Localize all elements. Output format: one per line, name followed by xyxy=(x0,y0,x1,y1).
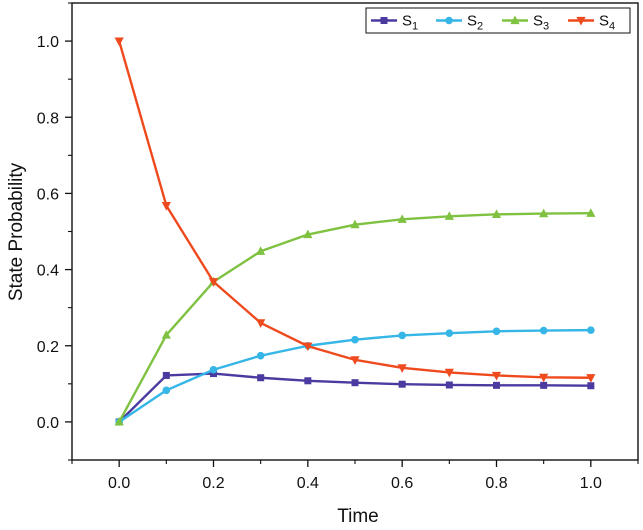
data-point-s3 xyxy=(114,416,124,426)
data-point-s2 xyxy=(492,327,501,336)
data-point-s1 xyxy=(304,377,312,385)
data-point-s3 xyxy=(491,209,502,218)
legend-label: S2 xyxy=(467,13,483,33)
plot-frame xyxy=(71,2,639,461)
legend: S1 S2 S3 S4 xyxy=(365,7,631,34)
data-point-s4 xyxy=(491,371,502,381)
data-point-s4 xyxy=(586,374,596,383)
series-s4 xyxy=(114,37,596,383)
legend-label-base: S xyxy=(599,13,609,30)
legend-entry-s2: S2 xyxy=(436,13,483,33)
data-point-s2 xyxy=(162,386,171,395)
data-point-s1 xyxy=(162,371,170,379)
data-point-s3 xyxy=(256,246,266,255)
axis-ticks: 0.0 0.2 0.4 0.6 0.8 1.0 0.0 0.2 0.4 0.6 0.8 1.0 xyxy=(37,2,639,492)
legend-label: S4 xyxy=(599,13,615,33)
legend-marker xyxy=(445,16,453,25)
data-point-s1 xyxy=(445,381,453,389)
data-point-s4 xyxy=(303,342,313,352)
data-point-s4 xyxy=(256,319,266,328)
y-tick-label: 1.0 xyxy=(37,34,59,51)
data-point-s4 xyxy=(114,37,124,47)
data-point-s4 xyxy=(444,368,454,378)
data-point-s2 xyxy=(539,326,548,335)
legend-entry-s3: S3 xyxy=(502,13,549,33)
data-point-s4 xyxy=(350,356,360,365)
legend-marker xyxy=(380,17,388,24)
data-point-s2 xyxy=(351,335,359,344)
data-point-s1 xyxy=(257,374,265,382)
series-s2 xyxy=(115,326,595,426)
y-axis-title: State Probability xyxy=(6,162,27,301)
data-point-s3 xyxy=(397,214,407,223)
y-tick-label: 0.0 xyxy=(37,415,59,432)
legend-label-base: S xyxy=(467,13,477,30)
series-s3 xyxy=(114,208,596,426)
x-tick-label: 0.0 xyxy=(108,475,130,492)
legend-label-subscript: 2 xyxy=(477,21,483,33)
data-point-s2 xyxy=(587,326,595,334)
data-point-s1 xyxy=(493,381,500,389)
data-point-s4 xyxy=(161,202,171,211)
data-point-s3 xyxy=(303,229,313,239)
data-point-s4 xyxy=(397,364,407,373)
data-point-s2 xyxy=(256,351,265,360)
legend-label-subscript: 1 xyxy=(412,21,418,33)
series-s1 xyxy=(115,370,595,426)
x-tick-label: 0.2 xyxy=(202,475,224,492)
x-tick-label: 0.8 xyxy=(485,475,507,492)
legend-marker xyxy=(510,15,520,25)
legend-label-subscript: 4 xyxy=(609,21,615,33)
data-point-s3 xyxy=(539,208,549,218)
data-point-s3 xyxy=(444,211,454,220)
data-point-s2 xyxy=(398,331,406,340)
data-point-s3 xyxy=(586,208,596,217)
y-tick-label: 0.4 xyxy=(37,263,59,280)
y-tick-label: 0.8 xyxy=(37,110,59,127)
y-tick-label: 0.2 xyxy=(37,339,59,356)
data-point-s3 xyxy=(161,330,171,339)
legend-marker xyxy=(576,16,586,26)
data-point-s1 xyxy=(398,380,406,388)
data-point-s4 xyxy=(539,373,549,383)
series-layer xyxy=(114,37,596,426)
y-tick-label: 0.6 xyxy=(37,186,59,203)
data-point-s2 xyxy=(445,329,454,337)
data-point-s3 xyxy=(350,219,360,229)
legend-label-base: S xyxy=(402,13,412,30)
data-point-s1 xyxy=(351,379,359,387)
x-tick-label: 0.4 xyxy=(297,475,319,492)
data-point-s2 xyxy=(209,365,218,374)
data-point-s1 xyxy=(540,381,548,389)
legend-entry-s4: S4 xyxy=(568,13,615,33)
legend-label: S3 xyxy=(533,13,549,33)
x-tick-label: 1.0 xyxy=(580,475,602,492)
x-tick-label: 0.6 xyxy=(391,475,413,492)
legend-entry-s1: S1 xyxy=(371,13,418,33)
legend-label: S1 xyxy=(402,13,418,33)
legend-label-base: S xyxy=(533,13,543,30)
data-point-s1 xyxy=(587,382,595,390)
x-axis-title: Time xyxy=(337,506,379,527)
data-point-s1 xyxy=(210,370,217,378)
data-point-s4 xyxy=(208,278,219,287)
legend-label-subscript: 3 xyxy=(543,21,549,33)
